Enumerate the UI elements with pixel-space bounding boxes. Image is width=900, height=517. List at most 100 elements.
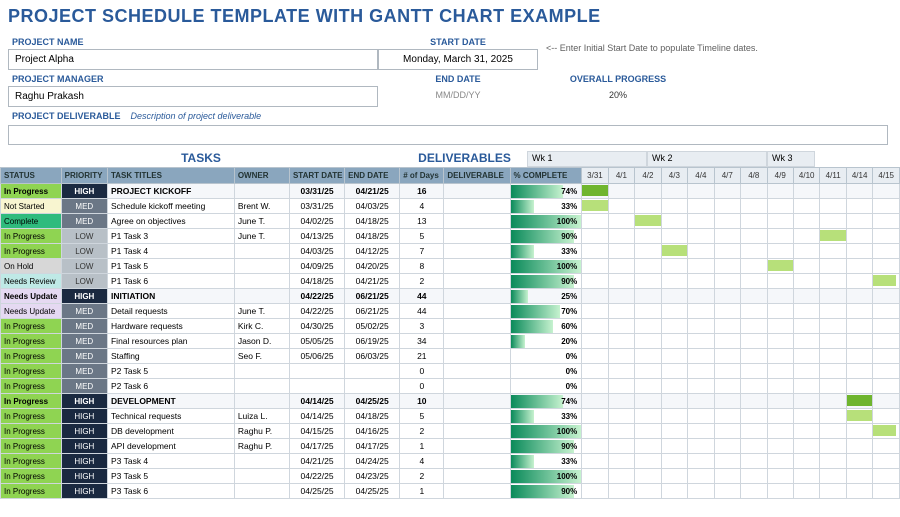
table-row[interactable]: In Progress HIGH P3 Task 6 04/25/25 04/2…	[1, 484, 900, 499]
deliverable-cell[interactable]	[444, 304, 510, 319]
start-cell[interactable]	[289, 364, 344, 379]
status-cell[interactable]: In Progress	[1, 484, 62, 499]
status-cell[interactable]: In Progress	[1, 394, 62, 409]
task-title[interactable]: Technical requests	[107, 409, 234, 424]
col-priority[interactable]: PRIORITY	[61, 168, 107, 184]
project-manager-input[interactable]	[8, 86, 378, 107]
table-row[interactable]: In Progress HIGH DEVELOPMENT 04/14/25 04…	[1, 394, 900, 409]
end-cell[interactable]: 04/12/25	[345, 244, 400, 259]
owner-cell[interactable]: Kirk C.	[234, 319, 289, 334]
deliverable-cell[interactable]	[444, 184, 510, 199]
table-row[interactable]: Not Started MED Schedule kickoff meeting…	[1, 199, 900, 214]
table-row[interactable]: In Progress HIGH API development Raghu P…	[1, 439, 900, 454]
start-cell[interactable]: 04/22/25	[289, 289, 344, 304]
priority-cell[interactable]: LOW	[61, 229, 107, 244]
owner-cell[interactable]	[234, 184, 289, 199]
status-cell[interactable]: In Progress	[1, 244, 62, 259]
owner-cell[interactable]: Jason D.	[234, 334, 289, 349]
start-cell[interactable]: 04/21/25	[289, 454, 344, 469]
start-cell[interactable]: 04/09/25	[289, 259, 344, 274]
status-cell[interactable]: In Progress	[1, 424, 62, 439]
end-cell[interactable]: 04/18/25	[345, 409, 400, 424]
end-cell[interactable]: 04/17/25	[345, 439, 400, 454]
start-cell[interactable]	[289, 379, 344, 394]
deliverable-cell[interactable]	[444, 259, 510, 274]
priority-cell[interactable]: MED	[61, 199, 107, 214]
table-row[interactable]: Needs Update MED Detail requests June T.…	[1, 304, 900, 319]
owner-cell[interactable]	[234, 394, 289, 409]
deliverable-cell[interactable]	[444, 274, 510, 289]
owner-cell[interactable]	[234, 244, 289, 259]
deliverable-cell[interactable]	[444, 394, 510, 409]
deliverable-input[interactable]	[8, 125, 888, 145]
priority-cell[interactable]: HIGH	[61, 184, 107, 199]
priority-cell[interactable]: MED	[61, 334, 107, 349]
table-row[interactable]: In Progress MED P2 Task 5 0 0%	[1, 364, 900, 379]
deliverable-cell[interactable]	[444, 199, 510, 214]
end-cell[interactable]: 04/18/25	[345, 229, 400, 244]
start-cell[interactable]: 04/15/25	[289, 424, 344, 439]
status-cell[interactable]: In Progress	[1, 409, 62, 424]
start-cell[interactable]: 04/30/25	[289, 319, 344, 334]
table-row[interactable]: In Progress HIGH P3 Task 5 04/22/25 04/2…	[1, 469, 900, 484]
start-cell[interactable]: 04/02/25	[289, 214, 344, 229]
priority-cell[interactable]: HIGH	[61, 469, 107, 484]
table-row[interactable]: In Progress LOW P1 Task 4 04/03/25 04/12…	[1, 244, 900, 259]
priority-cell[interactable]: HIGH	[61, 424, 107, 439]
start-cell[interactable]: 04/17/25	[289, 439, 344, 454]
priority-cell[interactable]: MED	[61, 304, 107, 319]
owner-cell[interactable]	[234, 469, 289, 484]
task-title[interactable]: P3 Task 5	[107, 469, 234, 484]
col-days[interactable]: # of Days	[400, 168, 444, 184]
task-title[interactable]: P2 Task 5	[107, 364, 234, 379]
end-cell[interactable]: 04/18/25	[345, 214, 400, 229]
deliverable-cell[interactable]	[444, 364, 510, 379]
table-row[interactable]: Complete MED Agree on objectives June T.…	[1, 214, 900, 229]
start-cell[interactable]: 04/14/25	[289, 394, 344, 409]
owner-cell[interactable]	[234, 484, 289, 499]
deliverable-cell[interactable]	[444, 469, 510, 484]
end-cell[interactable]: 04/16/25	[345, 424, 400, 439]
task-title[interactable]: Schedule kickoff meeting	[107, 199, 234, 214]
end-cell[interactable]: 04/21/25	[345, 274, 400, 289]
deliverable-cell[interactable]	[444, 334, 510, 349]
task-title[interactable]: P1 Task 3	[107, 229, 234, 244]
end-cell[interactable]: 04/25/25	[345, 394, 400, 409]
start-cell[interactable]: 05/05/25	[289, 334, 344, 349]
table-row[interactable]: On Hold LOW P1 Task 5 04/09/25 04/20/25 …	[1, 259, 900, 274]
table-row[interactable]: In Progress LOW P1 Task 3 June T. 04/13/…	[1, 229, 900, 244]
deliverable-cell[interactable]	[444, 319, 510, 334]
priority-cell[interactable]: HIGH	[61, 454, 107, 469]
end-cell[interactable]: 06/21/25	[345, 304, 400, 319]
task-title[interactable]: P3 Task 6	[107, 484, 234, 499]
status-cell[interactable]: In Progress	[1, 469, 62, 484]
table-row[interactable]: In Progress HIGH P3 Task 4 04/21/25 04/2…	[1, 454, 900, 469]
col-status[interactable]: STATUS	[1, 168, 62, 184]
task-title[interactable]: DEVELOPMENT	[107, 394, 234, 409]
owner-cell[interactable]: Seo F.	[234, 349, 289, 364]
status-cell[interactable]: Needs Update	[1, 304, 62, 319]
status-cell[interactable]: On Hold	[1, 259, 62, 274]
end-cell[interactable]	[345, 364, 400, 379]
priority-cell[interactable]: HIGH	[61, 289, 107, 304]
end-cell[interactable]: 06/03/25	[345, 349, 400, 364]
owner-cell[interactable]: Raghu P.	[234, 424, 289, 439]
start-cell[interactable]: 05/06/25	[289, 349, 344, 364]
status-cell[interactable]: Needs Update	[1, 289, 62, 304]
owner-cell[interactable]	[234, 364, 289, 379]
end-cell[interactable]: 06/21/25	[345, 289, 400, 304]
end-cell[interactable]: 04/03/25	[345, 199, 400, 214]
table-row[interactable]: In Progress HIGH DB development Raghu P.…	[1, 424, 900, 439]
deliverable-cell[interactable]	[444, 409, 510, 424]
task-title[interactable]: Final resources plan	[107, 334, 234, 349]
project-name-input[interactable]	[8, 49, 378, 70]
task-title[interactable]: P1 Task 6	[107, 274, 234, 289]
task-title[interactable]: DB development	[107, 424, 234, 439]
status-cell[interactable]: In Progress	[1, 334, 62, 349]
col-deliverable[interactable]: DELIVERABLE	[444, 168, 510, 184]
priority-cell[interactable]: LOW	[61, 274, 107, 289]
priority-cell[interactable]: MED	[61, 319, 107, 334]
priority-cell[interactable]: MED	[61, 379, 107, 394]
table-row[interactable]: In Progress MED Final resources plan Jas…	[1, 334, 900, 349]
start-cell[interactable]: 04/22/25	[289, 304, 344, 319]
